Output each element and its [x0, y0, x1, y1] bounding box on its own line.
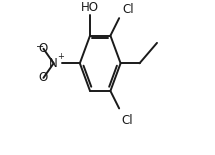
Text: +: + [57, 52, 64, 61]
Text: O: O [39, 71, 48, 84]
Text: O: O [39, 42, 48, 55]
Text: Cl: Cl [122, 3, 134, 16]
Text: N: N [49, 57, 58, 70]
Text: −: − [36, 42, 44, 52]
Text: Cl: Cl [121, 113, 133, 126]
Text: HO: HO [81, 1, 99, 14]
